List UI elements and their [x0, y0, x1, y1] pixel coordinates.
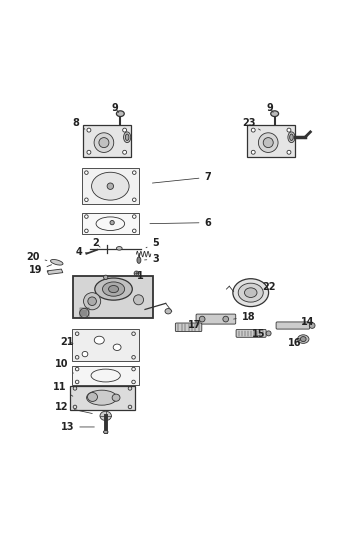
Ellipse shape: [125, 134, 129, 141]
Ellipse shape: [95, 278, 132, 300]
FancyBboxPatch shape: [236, 329, 266, 337]
Ellipse shape: [123, 132, 131, 143]
Text: 4: 4: [76, 246, 88, 257]
Text: 10: 10: [55, 359, 73, 373]
Ellipse shape: [87, 150, 91, 154]
Ellipse shape: [251, 128, 255, 132]
Ellipse shape: [132, 171, 136, 175]
Ellipse shape: [251, 150, 255, 154]
Ellipse shape: [297, 335, 309, 343]
Ellipse shape: [300, 337, 306, 342]
Ellipse shape: [199, 316, 205, 322]
Bar: [72, 329, 139, 361]
Ellipse shape: [87, 128, 91, 132]
Text: 1: 1: [137, 271, 144, 281]
Ellipse shape: [123, 150, 127, 154]
Ellipse shape: [266, 331, 271, 336]
Ellipse shape: [134, 295, 144, 305]
Ellipse shape: [103, 282, 125, 296]
Text: 21: 21: [61, 337, 74, 347]
Ellipse shape: [85, 215, 88, 218]
Text: 15: 15: [252, 329, 265, 339]
Ellipse shape: [290, 134, 293, 141]
Text: 8: 8: [72, 117, 85, 129]
Ellipse shape: [99, 138, 109, 148]
Ellipse shape: [94, 336, 104, 344]
Ellipse shape: [80, 309, 89, 318]
Bar: [82, 169, 139, 204]
Ellipse shape: [100, 411, 111, 420]
Text: 13: 13: [61, 422, 94, 432]
Ellipse shape: [258, 133, 278, 153]
Bar: [247, 125, 295, 156]
Polygon shape: [47, 269, 63, 274]
Text: 7: 7: [152, 172, 211, 183]
Ellipse shape: [94, 133, 114, 153]
Ellipse shape: [132, 198, 136, 202]
Text: 6: 6: [150, 218, 211, 228]
Ellipse shape: [84, 293, 101, 310]
Text: 17: 17: [188, 320, 201, 330]
Ellipse shape: [82, 352, 88, 356]
Bar: [73, 276, 153, 318]
Ellipse shape: [287, 128, 291, 132]
Ellipse shape: [88, 297, 96, 305]
Text: 22: 22: [262, 282, 275, 292]
Bar: [83, 125, 131, 156]
Text: 18: 18: [234, 311, 255, 322]
Ellipse shape: [134, 271, 139, 276]
Ellipse shape: [137, 257, 141, 263]
Text: 12: 12: [55, 402, 92, 413]
Ellipse shape: [233, 279, 269, 306]
Ellipse shape: [85, 171, 88, 175]
Bar: [82, 213, 139, 234]
Text: 3: 3: [145, 254, 159, 264]
Ellipse shape: [109, 285, 118, 293]
Ellipse shape: [103, 430, 108, 434]
Text: 16: 16: [288, 338, 302, 348]
Ellipse shape: [116, 246, 122, 250]
Ellipse shape: [165, 309, 171, 314]
Ellipse shape: [271, 111, 279, 116]
Bar: [72, 366, 139, 385]
Ellipse shape: [85, 229, 88, 233]
Text: 9: 9: [267, 102, 273, 112]
Ellipse shape: [85, 198, 88, 202]
Ellipse shape: [107, 183, 113, 190]
Text: 23: 23: [242, 118, 260, 130]
Text: 20: 20: [26, 252, 47, 262]
FancyBboxPatch shape: [276, 322, 310, 329]
FancyBboxPatch shape: [196, 314, 236, 324]
Ellipse shape: [223, 316, 229, 322]
Ellipse shape: [116, 111, 124, 116]
Ellipse shape: [113, 344, 121, 350]
FancyBboxPatch shape: [175, 323, 202, 332]
Ellipse shape: [87, 392, 98, 402]
Text: 9: 9: [112, 102, 119, 112]
Ellipse shape: [112, 394, 120, 401]
Ellipse shape: [244, 288, 257, 298]
Ellipse shape: [123, 128, 127, 132]
Ellipse shape: [132, 215, 136, 218]
Ellipse shape: [91, 172, 129, 200]
Text: 11: 11: [53, 382, 73, 396]
Ellipse shape: [104, 275, 108, 279]
Ellipse shape: [87, 390, 117, 405]
Bar: [70, 386, 135, 410]
Ellipse shape: [238, 283, 263, 302]
Ellipse shape: [263, 138, 273, 148]
Ellipse shape: [309, 323, 315, 328]
Text: 2: 2: [93, 239, 100, 249]
Text: 5: 5: [146, 237, 159, 248]
Text: 14: 14: [301, 317, 315, 327]
Text: 19: 19: [28, 265, 49, 275]
Ellipse shape: [50, 260, 63, 265]
Ellipse shape: [287, 150, 291, 154]
Ellipse shape: [288, 132, 295, 143]
Ellipse shape: [132, 229, 136, 233]
Ellipse shape: [110, 220, 114, 225]
